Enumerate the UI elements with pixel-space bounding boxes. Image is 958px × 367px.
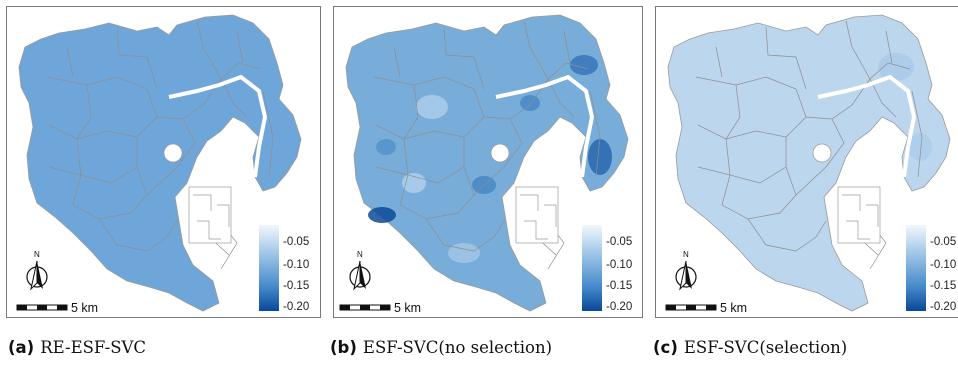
caption-label: (b) <box>330 338 357 357</box>
river <box>817 74 917 178</box>
caption-text: ESF-SVC(no selection) <box>362 338 553 357</box>
map-panel-c: N 5 km -0.05 -0.10 -0.15 -0.20 <box>655 6 958 318</box>
legend-tick: -0.20 <box>930 301 956 313</box>
color-legend: -0.05 -0.10 -0.15 -0.20 <box>582 225 632 313</box>
legend-tick: -0.05 <box>606 236 632 248</box>
park-gap <box>490 143 510 163</box>
port-area <box>515 186 559 244</box>
caption-a: (a) RE-ESF-SVC <box>8 338 146 357</box>
port-boundaries <box>842 194 879 240</box>
ward-boundaries <box>46 20 274 270</box>
park-gap <box>163 143 183 163</box>
north-arrow-icon: N <box>26 250 48 291</box>
legend-tick: -0.20 <box>283 301 309 313</box>
map-panel-b: N 5 km -0.05 -0.10 -0.15 -0.20 <box>333 6 643 318</box>
port-area <box>837 186 881 244</box>
svg-text:N: N <box>357 250 363 259</box>
region-shape <box>345 14 629 312</box>
caption-b: (b) ESF-SVC(no selection) <box>330 338 552 357</box>
caption-text: RE-ESF-SVC <box>40 338 147 357</box>
value-variation-spots <box>878 53 932 161</box>
river <box>168 74 268 178</box>
legend-tick: -0.10 <box>930 259 956 271</box>
scale-bar-label: 5 km <box>394 301 421 315</box>
svg-text:N: N <box>683 250 689 259</box>
caption-label: (c) <box>653 338 678 357</box>
port-boundaries <box>520 194 557 240</box>
region-shape <box>18 14 302 312</box>
scale-bar: 5 km <box>339 301 421 315</box>
map-panel-a: N 5 km -0.05 -0.10 -0.15 -0.20 <box>6 6 321 318</box>
north-arrow-icon: N <box>675 250 697 291</box>
legend-tick: -0.10 <box>283 259 309 271</box>
legend-tick: -0.05 <box>930 236 956 248</box>
legend-tick: -0.15 <box>930 280 956 292</box>
scale-bar-label: 5 km <box>71 301 98 315</box>
legend-tick: -0.20 <box>606 301 632 313</box>
caption-c: (c) ESF-SVC(selection) <box>653 338 847 357</box>
region-shape <box>667 14 951 312</box>
map-region <box>345 14 629 312</box>
legend-tick: -0.15 <box>283 280 309 292</box>
port-boundaries <box>193 194 230 240</box>
scale-bar-label: 5 km <box>720 301 747 315</box>
port-area <box>188 186 232 244</box>
caption-text: ESF-SVC(selection) <box>683 338 848 357</box>
river <box>495 74 595 178</box>
park-gap <box>812 143 832 163</box>
color-legend: -0.05 -0.10 -0.15 -0.20 <box>259 225 309 313</box>
map-region <box>667 14 951 312</box>
caption-label: (a) <box>8 338 35 357</box>
north-arrow-icon: N <box>349 250 371 291</box>
legend-tick: -0.15 <box>606 280 632 292</box>
color-legend: -0.05 -0.10 -0.15 -0.20 <box>906 225 956 313</box>
legend-tick: -0.05 <box>283 236 309 248</box>
scale-bar: 5 km <box>16 301 98 315</box>
legend-tick: -0.10 <box>606 259 632 271</box>
ward-boundaries <box>373 20 601 270</box>
svg-text:N: N <box>34 250 40 259</box>
ward-boundaries <box>695 20 923 270</box>
map-region <box>18 14 302 312</box>
scale-bar: 5 km <box>665 301 747 315</box>
